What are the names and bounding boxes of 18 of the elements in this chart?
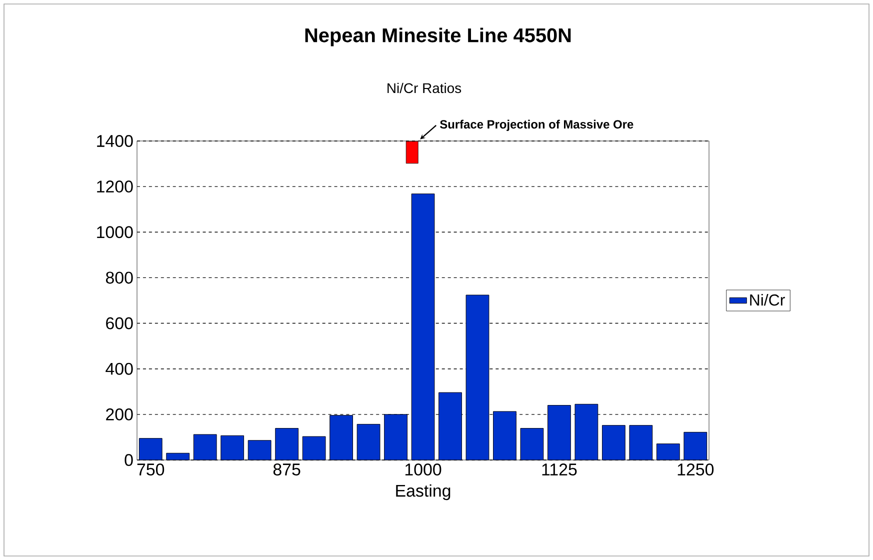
annotation: Surface Projection of Massive Ore [440, 120, 634, 131]
chart-subtitle: Ni/Cr Ratios [388, 82, 462, 94]
x-tick-label: 1000 [405, 464, 442, 476]
y-tick-label: 800 [106, 272, 133, 284]
y-tick-label: 0 [124, 454, 133, 466]
y-tick-label: 200 [106, 408, 133, 420]
legend-label: Ni/Cr [750, 294, 785, 306]
y-tick-label: 1400 [97, 134, 133, 147]
x-tick-label: 1125 [542, 464, 577, 476]
x-axis-title: Easting [396, 484, 450, 500]
y-tick-label: 1200 [97, 180, 133, 193]
x-tick-label: 1250 [678, 464, 714, 476]
y-tick-label: 600 [106, 317, 133, 330]
y-tick-label: 400 [106, 362, 133, 375]
x-tick-label: 750 [137, 464, 164, 476]
chart-title: Nepean Minesite Line 4550N [305, 28, 571, 46]
x-tick-label: 875 [273, 464, 300, 476]
y-tick-label: 1000 [97, 226, 133, 238]
